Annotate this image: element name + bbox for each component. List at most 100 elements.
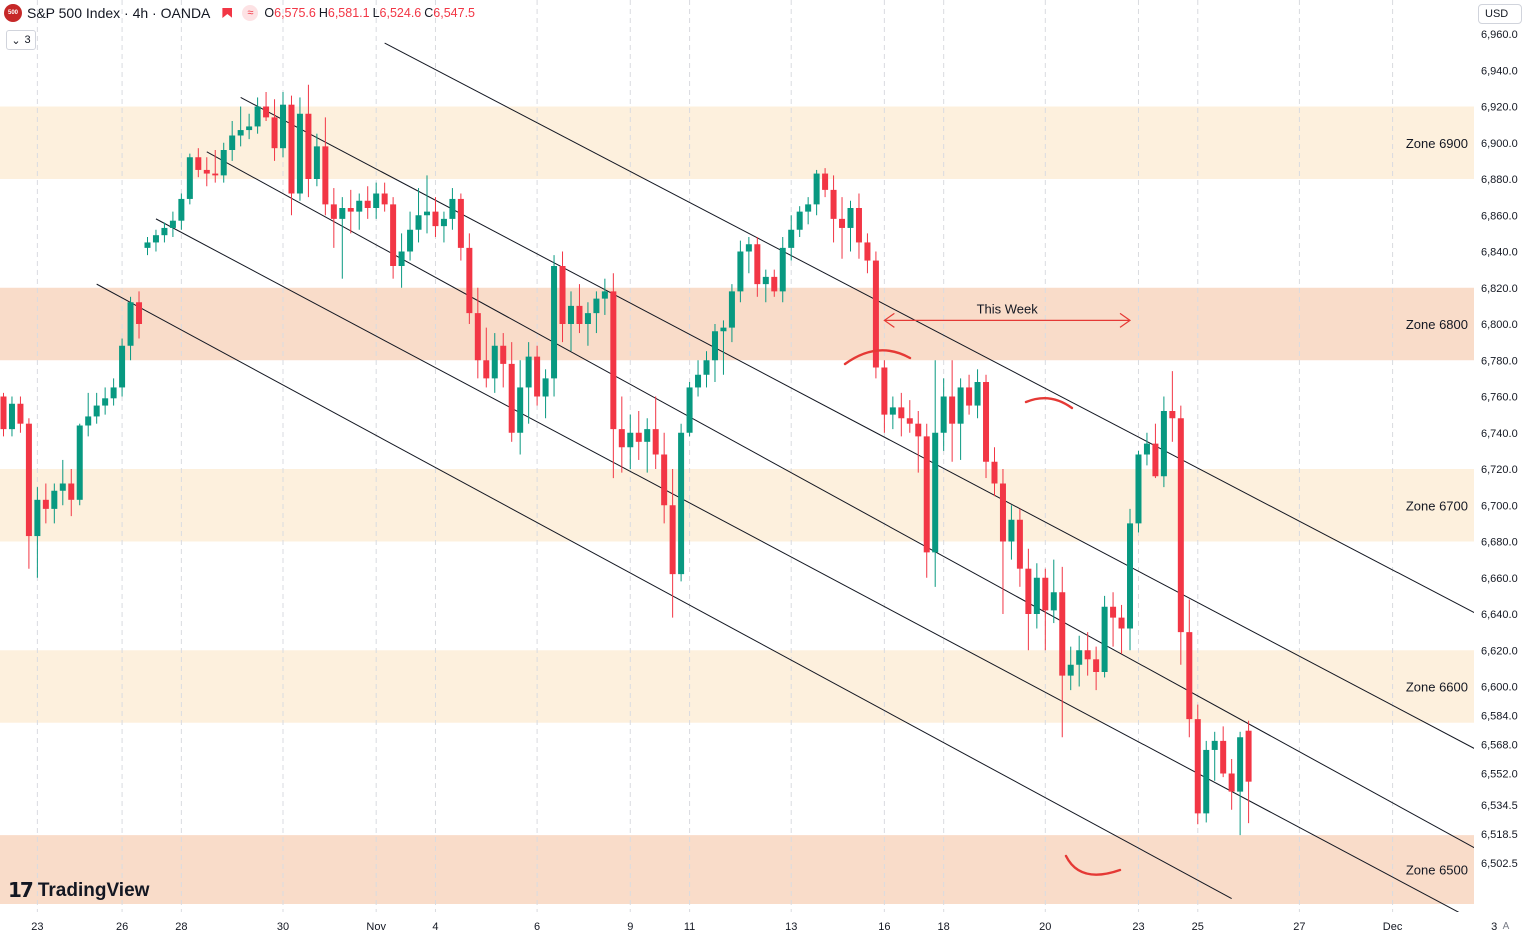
- candle: [618, 396, 625, 473]
- zone-label: Zone 6900: [1406, 136, 1468, 151]
- candle-body: [1211, 740, 1218, 750]
- trendline: [384, 42, 1495, 624]
- candle-body: [68, 483, 75, 500]
- candle-body: [822, 173, 829, 190]
- candle-body: [1194, 719, 1201, 814]
- candle-body: [771, 276, 778, 292]
- candle: [263, 92, 270, 121]
- ohlc-high: H6,581.1: [318, 6, 370, 20]
- candle-body: [85, 416, 92, 426]
- candle-body: [559, 266, 566, 324]
- candle: [85, 392, 92, 437]
- candle: [627, 414, 634, 469]
- candle-body: [59, 483, 66, 491]
- indicators-toggle-button[interactable]: ⌄ 3: [6, 30, 36, 50]
- candle-body: [407, 229, 414, 252]
- candle: [1008, 505, 1015, 560]
- price-tick-label: 6,960.0: [1481, 29, 1518, 41]
- candle: [229, 121, 236, 161]
- time-tick-label: 4: [432, 921, 438, 933]
- candle: [330, 188, 337, 248]
- candle-body: [136, 302, 143, 324]
- candle: [254, 97, 261, 134]
- candle-body: [1127, 523, 1134, 629]
- candle: [8, 396, 15, 437]
- arc-marker: [1064, 854, 1122, 876]
- candle: [728, 284, 735, 343]
- candle: [1203, 740, 1210, 823]
- candle: [966, 374, 973, 415]
- candle: [1186, 599, 1193, 738]
- candle: [779, 237, 786, 303]
- candle: [915, 411, 922, 473]
- price-tick-label: 6,800.0: [1481, 319, 1518, 331]
- candle-body: [999, 483, 1006, 542]
- candle: [508, 342, 515, 442]
- candle: [745, 237, 752, 274]
- candle-body: [1160, 411, 1167, 477]
- candle-body: [627, 432, 634, 448]
- candle-body: [779, 247, 786, 292]
- price-tick-label: 6,600.0: [1481, 682, 1518, 694]
- candle: [822, 168, 829, 198]
- candle-body: [923, 436, 930, 553]
- candle-body: [1169, 411, 1176, 419]
- candle: [110, 378, 117, 406]
- candle-body: [42, 499, 49, 509]
- time-axis[interactable]: 23 26 28 30 Nov 4 6 9 11 13 16 18 20 23 25 27 Dec 3: [0, 912, 1532, 939]
- symbol-title[interactable]: S&P 500 Index · 4h · OANDA: [27, 5, 211, 21]
- candle: [898, 392, 905, 437]
- time-tick-label: 18: [938, 921, 950, 933]
- candle-body: [796, 211, 803, 230]
- candle: [280, 92, 287, 158]
- candle: [322, 117, 329, 216]
- candle: [610, 273, 617, 479]
- candle: [25, 418, 32, 569]
- symbol-logo[interactable]: 500: [4, 4, 22, 22]
- candle-body: [830, 189, 837, 219]
- price-tick-label: 6,820.0: [1481, 283, 1518, 295]
- candle: [1042, 568, 1049, 651]
- price-tick-label: 6,584.0: [1481, 711, 1518, 723]
- candle: [152, 229, 159, 252]
- candle: [669, 469, 676, 618]
- candle-body: [1016, 519, 1023, 569]
- candle-body: [220, 150, 227, 176]
- candle-body: [652, 429, 659, 455]
- candle-body: [534, 356, 541, 397]
- candle: [567, 291, 574, 352]
- candle-body: [872, 260, 879, 368]
- candle: [593, 291, 600, 334]
- tradingview-logo[interactable]: 𝟭𝟳 TradingView: [8, 878, 149, 903]
- candle: [839, 197, 846, 259]
- compare-icon[interactable]: ≈: [242, 5, 259, 21]
- price-axis[interactable]: 6,960.0 6,940.0 6,920.0 6,900.0 6,880.0 6,860…: [1474, 0, 1532, 939]
- candle-body: [119, 345, 126, 388]
- candle-body: [1237, 737, 1244, 792]
- candle: [288, 95, 295, 216]
- candle-body: [102, 398, 109, 406]
- candle: [246, 113, 253, 140]
- candle-body: [610, 291, 617, 430]
- candle: [347, 189, 354, 234]
- currency-selector[interactable]: USD: [1478, 4, 1522, 24]
- candle-body: [356, 200, 363, 212]
- auto-scale-button[interactable]: A: [1502, 920, 1510, 932]
- candle: [889, 396, 896, 430]
- candle: [440, 211, 447, 243]
- candle-body: [93, 405, 100, 417]
- tradingview-wordmark: TradingView: [37, 879, 150, 901]
- zone-bands: [0, 106, 1474, 904]
- time-tick-label: 25: [1192, 921, 1204, 933]
- candle-body: [1059, 592, 1066, 676]
- candle-body: [728, 291, 735, 328]
- zone-label: Zone 6600: [1406, 680, 1468, 695]
- price-tick-label: 6,780.0: [1481, 355, 1518, 367]
- candle-body: [449, 198, 456, 219]
- flag-icon[interactable]: [222, 8, 233, 18]
- candle: [313, 133, 320, 187]
- candle-body: [432, 211, 439, 227]
- candle: [1160, 396, 1167, 488]
- candle-body: [76, 425, 83, 500]
